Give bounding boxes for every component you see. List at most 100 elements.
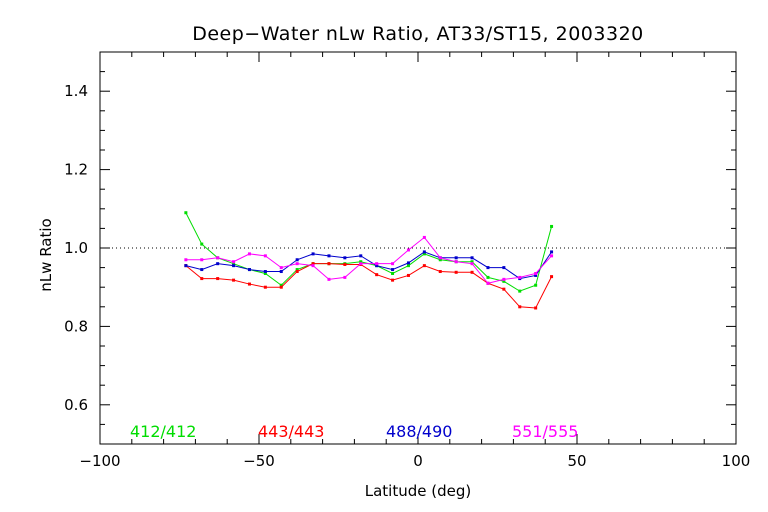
y-tick-label: 1.2 [64,161,88,179]
data-point [454,256,458,260]
data-point [200,242,204,246]
series-line [185,251,552,280]
series-layer [184,211,554,310]
data-point [518,305,522,309]
legend-item: 443/443 [258,422,324,441]
data-point [470,256,474,260]
data-point [518,275,522,279]
data-point [311,262,315,266]
data-point [263,254,267,258]
chart-title: Deep−Water nLw Ratio, AT33/ST15, 2003320 [192,23,644,45]
data-point [406,273,410,277]
data-point [200,268,204,272]
data-point [391,278,395,282]
data-point [438,256,442,260]
data-point [295,268,299,272]
data-point [184,258,188,262]
data-point [327,262,331,266]
data-point [359,254,363,258]
data-point [550,254,554,258]
data-point [438,258,442,262]
data-point [375,264,379,268]
data-point [295,270,299,274]
data-point [343,262,347,266]
series-488-490 [184,250,554,281]
data-point [422,235,426,239]
x-tick-label: 100 [722,452,751,470]
legend-item: 488/490 [386,422,452,441]
data-point [200,258,204,262]
data-point [375,262,379,266]
data-point [502,279,506,283]
data-point [454,260,458,264]
data-point [406,248,410,252]
data-point [247,252,251,256]
data-point [216,256,220,260]
y-tick-label: 0.8 [64,317,88,335]
data-point [534,271,538,275]
data-point [327,277,331,281]
data-point [279,266,283,270]
data-point [391,271,395,275]
data-point [534,306,538,310]
data-point [359,262,363,266]
data-point [486,266,490,270]
data-point [311,264,315,268]
data-point [518,289,522,293]
series-443-443 [184,262,554,310]
data-point [279,285,283,289]
data-point [406,261,410,265]
data-point [470,260,474,264]
data-point [263,270,267,274]
data-point [550,250,554,254]
data-point [534,283,538,287]
data-point [263,271,267,275]
data-point [184,211,188,215]
x-tick-label: 50 [567,452,586,470]
data-point [279,283,283,287]
data-point [438,270,442,274]
data-point [232,262,236,266]
data-point [502,266,506,270]
data-point [311,252,315,256]
x-tick-label: −100 [79,452,120,470]
data-point [247,282,251,286]
data-point [263,285,267,289]
data-point [184,264,188,268]
data-point [232,260,236,264]
data-point [391,268,395,272]
y-tick-label: 1.0 [64,239,88,257]
data-point [422,252,426,256]
x-axis-label: Latitude (deg) [365,482,471,500]
series-line [185,263,553,309]
y-tick-label: 0.6 [64,396,88,414]
data-point [343,256,347,260]
data-point [200,277,204,281]
data-point [232,264,236,268]
y-axis-label: nLw Ratio [37,218,55,291]
series-line [185,212,553,292]
data-point [486,281,490,285]
data-point [216,262,220,266]
data-point [232,278,236,282]
legend-item: 551/555 [512,422,578,441]
data-point [375,273,379,277]
data-point [391,262,395,266]
y-tick-label: 1.4 [64,82,88,100]
x-tick-label: −50 [243,452,275,470]
data-point [502,287,506,291]
data-point [247,268,251,272]
data-point [470,262,474,266]
data-point [343,275,347,279]
data-point [359,260,363,264]
data-point [550,275,554,279]
data-point [502,277,506,281]
data-point [470,270,474,274]
data-point [534,273,538,277]
data-point [216,277,220,281]
data-point [295,258,299,262]
data-point [422,264,426,268]
data-point [279,270,283,274]
data-point [454,270,458,274]
axis-ticks: −100 −50 0 50 100 0.6 0.8 1.0 1.2 1.4 [64,51,751,470]
